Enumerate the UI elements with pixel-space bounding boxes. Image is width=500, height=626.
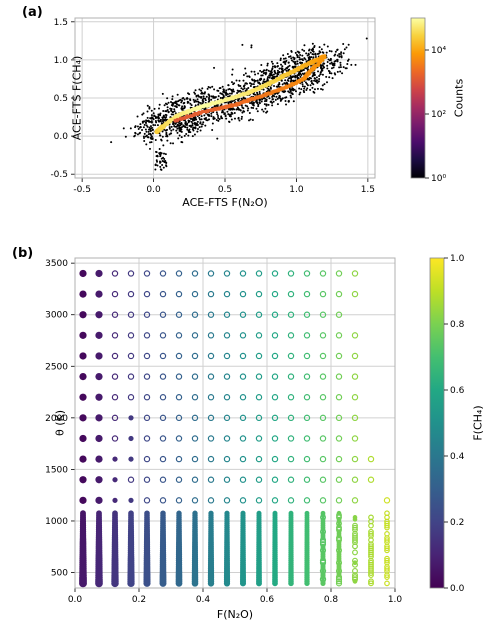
panel-b-colorbar-label: F(CH₄)	[472, 405, 485, 440]
svg-text:0.6: 0.6	[450, 386, 465, 396]
panel-b-colorbar: 0.0 0.2 0.4 0.6 0.8 1.0	[0, 0, 500, 626]
svg-text:0.4: 0.4	[450, 452, 465, 462]
svg-text:0.2: 0.2	[450, 518, 464, 528]
svg-text:0.0: 0.0	[450, 584, 465, 594]
svg-text:1.0: 1.0	[450, 254, 465, 264]
svg-text:0.8: 0.8	[450, 320, 465, 330]
